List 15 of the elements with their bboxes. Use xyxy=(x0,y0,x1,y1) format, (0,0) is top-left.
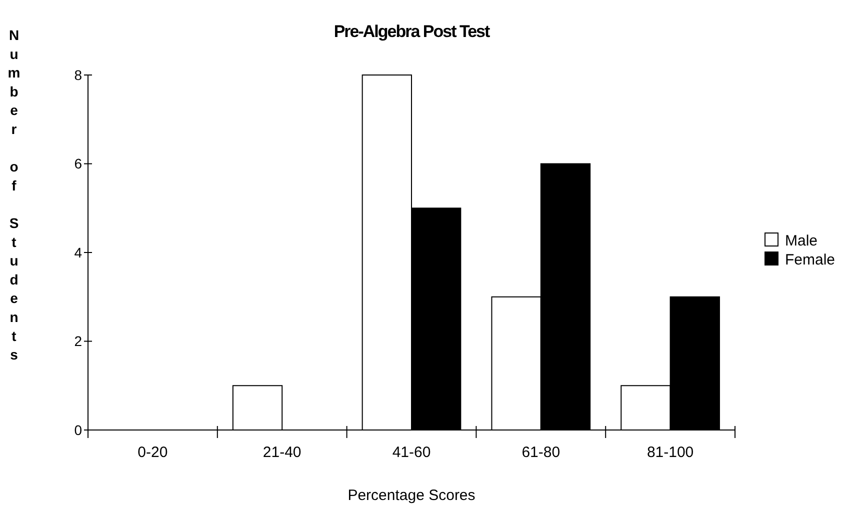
x-tick-label: 81-100 xyxy=(646,444,694,461)
y-tick-label: 4 xyxy=(74,244,82,260)
text: Number of Students xyxy=(8,27,20,363)
y-tick-label: 8 xyxy=(74,66,82,83)
x-tick-label: 61-80 xyxy=(522,444,560,461)
x-axis-title: Percentage Scores xyxy=(348,487,476,504)
chart-title: Pre-Algebra Post Test xyxy=(334,22,491,41)
y-tick-label: 0 xyxy=(74,422,82,438)
y-tick-label: 6 xyxy=(74,156,82,172)
x-tick-label: 41-60 xyxy=(392,444,431,461)
legend-label: Female xyxy=(785,251,836,268)
x-tick-label: 0-20 xyxy=(138,444,168,461)
y-tick-label: 2 xyxy=(74,333,82,350)
legend-label: Male xyxy=(785,232,818,250)
x-tick-label: 21-40 xyxy=(262,444,302,461)
